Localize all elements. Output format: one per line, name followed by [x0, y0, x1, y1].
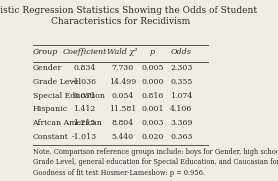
- Text: Wald χ²: Wald χ²: [107, 48, 137, 56]
- Text: 0.000: 0.000: [142, 78, 164, 86]
- Text: 3.369: 3.369: [170, 119, 193, 127]
- Text: 11.581: 11.581: [108, 106, 136, 113]
- Text: -1.036: -1.036: [72, 78, 97, 86]
- Text: Note. Comparison reference groups include: boys for Gender, high school for
Grad: Note. Comparison reference groups includ…: [33, 148, 278, 177]
- Text: 14.499: 14.499: [108, 78, 136, 86]
- Text: 8.804: 8.804: [111, 119, 133, 127]
- Text: Gender: Gender: [33, 64, 62, 72]
- Text: 0.071: 0.071: [73, 92, 96, 100]
- Text: 0.355: 0.355: [170, 78, 192, 86]
- Text: 4.106: 4.106: [170, 106, 192, 113]
- Text: Grade Level: Grade Level: [33, 78, 81, 86]
- Text: 7.730: 7.730: [111, 64, 133, 72]
- Text: 0.834: 0.834: [73, 64, 96, 72]
- Text: -1.013: -1.013: [72, 133, 97, 141]
- Text: Constant: Constant: [33, 133, 68, 141]
- Text: 0.054: 0.054: [111, 92, 133, 100]
- Text: Logistic Regression Statistics Showing the Odds of Student
Characteristics for R: Logistic Regression Statistics Showing t…: [0, 6, 257, 26]
- Text: 0.020: 0.020: [142, 133, 164, 141]
- Text: Coefficient: Coefficient: [62, 48, 107, 56]
- Text: Odds: Odds: [171, 48, 192, 56]
- Text: Hispanic: Hispanic: [33, 106, 68, 113]
- Text: 0.005: 0.005: [142, 64, 164, 72]
- Text: 1.215: 1.215: [73, 119, 96, 127]
- Text: p: p: [150, 48, 155, 56]
- Text: 1.412: 1.412: [73, 106, 96, 113]
- Text: 2.303: 2.303: [170, 64, 193, 72]
- Text: African American: African American: [33, 119, 102, 127]
- Text: 5.440: 5.440: [111, 133, 133, 141]
- Text: Special Education: Special Education: [33, 92, 105, 100]
- Text: 0.003: 0.003: [142, 119, 164, 127]
- Text: 0.816: 0.816: [142, 92, 164, 100]
- Text: 0.001: 0.001: [142, 106, 164, 113]
- Text: Group: Group: [33, 48, 58, 56]
- Text: 0.363: 0.363: [170, 133, 193, 141]
- Text: 1.074: 1.074: [170, 92, 192, 100]
